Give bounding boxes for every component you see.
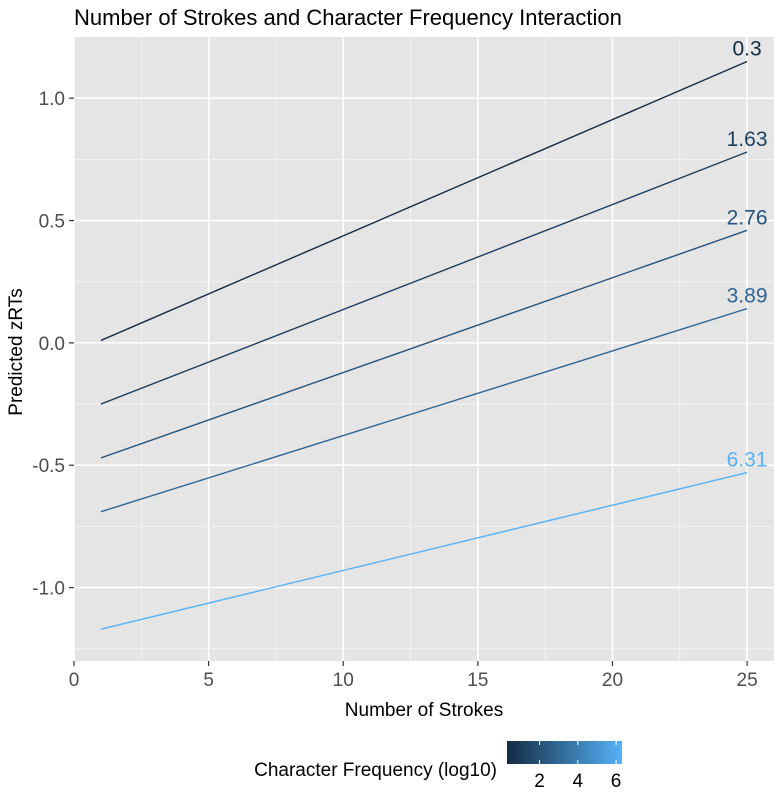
x-tick-label: 10: [333, 670, 354, 691]
legend: Character Frequency (log10) 2 4 6: [254, 741, 622, 792]
series-line: [100, 229, 748, 459]
y-tick-label: -0.5: [32, 456, 65, 477]
x-tick-label: 20: [602, 670, 623, 691]
y-tick-label: 0.0: [39, 334, 65, 355]
series-line: [100, 307, 748, 513]
grid: [73, 37, 774, 661]
colorbar-tick-label: 6: [611, 771, 622, 792]
legend-colorbar: [507, 741, 622, 764]
series-end-label: 0.3: [732, 37, 761, 60]
series-end-label: 3.89: [727, 285, 768, 308]
colorbar-tick-label: 2: [534, 771, 545, 792]
y-tick-label: 0.5: [39, 212, 65, 233]
x-axis-title: Number of Strokes: [345, 700, 503, 721]
x-tick-label: 0: [69, 670, 80, 691]
x-tick-label: 15: [467, 670, 488, 691]
axes: 0 5 10 15 20 25 -1.0 -0.5 0.0 0.5 1.0: [32, 89, 757, 691]
plot-panel: [74, 37, 774, 661]
series-line: [100, 151, 748, 405]
series-line: [100, 60, 748, 342]
y-tick-label: 1.0: [39, 89, 65, 110]
y-tick-label: -1.0: [32, 579, 65, 600]
series-labels: 0.3 1.63 2.76 3.89 6.31: [727, 37, 768, 471]
colorbar-tick-label: 4: [573, 771, 584, 792]
x-tick-label: 25: [737, 670, 758, 691]
legend-title: Character Frequency (log10): [254, 760, 497, 781]
y-axis-title: Predicted zRTs: [6, 288, 27, 415]
x-tick-label: 5: [203, 670, 214, 691]
series-line: [100, 471, 748, 630]
series-end-label: 2.76: [727, 206, 768, 229]
series-end-label: 1.63: [727, 128, 768, 151]
series-lines: [100, 60, 748, 630]
chart-title: Number of Strokes and Character Frequenc…: [74, 5, 622, 30]
series-end-label: 6.31: [727, 449, 768, 472]
